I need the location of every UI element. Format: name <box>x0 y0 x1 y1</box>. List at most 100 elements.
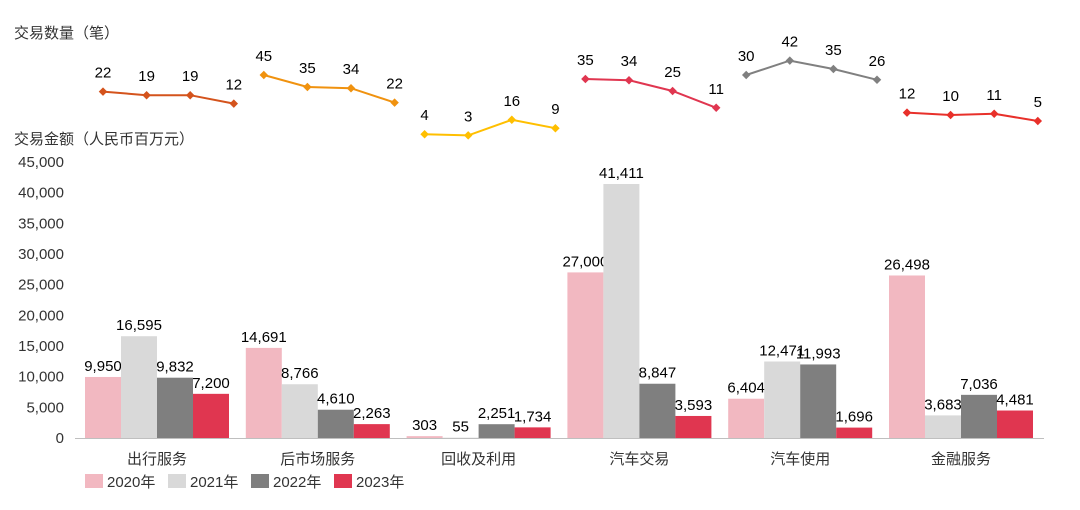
bar-2023年 <box>193 393 229 438</box>
bar-data-label: 6,404 <box>727 380 765 397</box>
count-marker <box>668 86 677 96</box>
y-tick-label: 10,000 <box>18 369 64 386</box>
y-tick-label: 30,000 <box>18 246 64 263</box>
count-marker <box>829 64 838 74</box>
bar-data-label: 27,000 <box>562 253 608 270</box>
bar-data-label: 8,847 <box>639 365 677 382</box>
x-tick-label: 后市场服务 <box>280 451 355 468</box>
y-tick-label: 25,000 <box>18 277 64 294</box>
y-tick-label: 35,000 <box>18 215 64 232</box>
bar-2020年 <box>406 436 443 438</box>
count-line-回收及利用 <box>424 118 556 137</box>
count-data-label: 42 <box>781 34 798 51</box>
bar-2021年 <box>764 361 801 438</box>
count-marker <box>463 131 473 140</box>
bar-2022年 <box>317 409 354 438</box>
count-marker <box>185 90 195 100</box>
count-data-label: 34 <box>621 53 638 70</box>
amount-chart-title: 交易金额（人民币百万元） <box>14 130 195 148</box>
count-data-label: 35 <box>577 52 594 69</box>
bar-2022年 <box>800 364 837 438</box>
y-tick-label: 40,000 <box>18 185 64 202</box>
bar-2020年 <box>728 398 765 438</box>
count-marker <box>259 70 269 80</box>
bar-data-label: 4,610 <box>317 391 355 408</box>
count-data-label: 11 <box>986 87 1002 104</box>
bar-data-label: 303 <box>412 417 437 434</box>
x-tick-label: 出行服务 <box>127 451 187 468</box>
legend-label: 2021年 <box>190 474 238 491</box>
bar-data-label: 2,251 <box>478 405 516 422</box>
count-marker <box>420 129 429 139</box>
count-line-汽车使用 <box>745 59 878 81</box>
bar-2022年 <box>639 383 676 438</box>
bar-2021年 <box>925 415 961 438</box>
count-chart-title: 交易数量（笔） <box>14 24 120 42</box>
count-marker <box>989 109 999 119</box>
count-data-label: 19 <box>138 68 155 85</box>
x-tick-label: 金融服务 <box>931 451 991 468</box>
count-data-label: 45 <box>255 48 272 65</box>
bar-2021年 <box>281 384 318 438</box>
count-data-label: 12 <box>899 86 916 103</box>
count-data-label: 5 <box>1034 94 1042 111</box>
legend-label: 2022年 <box>273 474 321 491</box>
legend-swatch <box>168 474 186 488</box>
bar-2020年 <box>567 272 604 438</box>
bar-2022年 <box>478 424 515 438</box>
count-marker <box>581 74 590 84</box>
bar-2022年 <box>961 394 997 438</box>
legend-label: 2020年 <box>107 474 155 491</box>
bar-2023年 <box>675 415 712 438</box>
legend-swatch <box>85 474 103 488</box>
y-tick-label: 45,000 <box>18 154 64 171</box>
bar-2023年 <box>836 427 873 438</box>
count-line-金融服务 <box>906 111 1038 122</box>
legend-swatch <box>334 474 352 488</box>
count-data-label: 30 <box>738 48 755 65</box>
count-marker <box>390 98 399 107</box>
bar-data-label: 4,481 <box>996 392 1034 409</box>
count-data-label: 22 <box>95 65 112 82</box>
count-data-label: 11 <box>708 81 724 98</box>
bar-2020年 <box>245 347 282 438</box>
bar-2021年 <box>603 184 640 438</box>
count-line-出行服务 <box>102 90 234 105</box>
count-marker <box>624 75 634 85</box>
bar-data-label: 9,832 <box>156 359 194 376</box>
count-data-label: 19 <box>182 68 199 85</box>
bar-2021年 <box>121 336 157 438</box>
y-tick-label: 20,000 <box>18 307 64 324</box>
count-marker <box>98 87 108 96</box>
count-data-label: 26 <box>869 53 886 70</box>
count-data-label: 35 <box>299 60 316 77</box>
count-line-汽车交易 <box>585 78 717 109</box>
bar-2020年 <box>889 275 925 438</box>
bar-data-label: 2,263 <box>353 405 391 422</box>
count-line-后市场服务 <box>263 74 395 104</box>
count-marker <box>229 99 239 108</box>
count-data-label: 16 <box>503 93 520 110</box>
bar-2023年 <box>997 410 1033 438</box>
count-marker <box>785 56 795 65</box>
count-marker <box>507 115 517 125</box>
count-marker <box>303 82 312 92</box>
y-tick-label: 0 <box>56 430 64 447</box>
bar-2023年 <box>514 427 551 438</box>
count-marker <box>741 70 751 80</box>
bar-data-label: 1,734 <box>514 408 552 425</box>
bar-data-label: 14,691 <box>241 329 287 346</box>
count-marker <box>872 75 882 85</box>
bar-data-label: 16,595 <box>116 317 162 334</box>
count-data-label: 22 <box>386 76 403 93</box>
legend-label: 2023年 <box>356 474 404 491</box>
bar-data-label: 3,593 <box>675 397 713 414</box>
y-tick-label: 5,000 <box>26 399 64 416</box>
count-data-label: 4 <box>420 107 428 124</box>
bar-data-label: 26,498 <box>884 256 930 273</box>
count-marker <box>1033 116 1043 126</box>
count-marker <box>902 108 912 117</box>
bar-data-label: 8,766 <box>281 365 319 382</box>
bar-data-label: 9,950 <box>84 358 122 375</box>
